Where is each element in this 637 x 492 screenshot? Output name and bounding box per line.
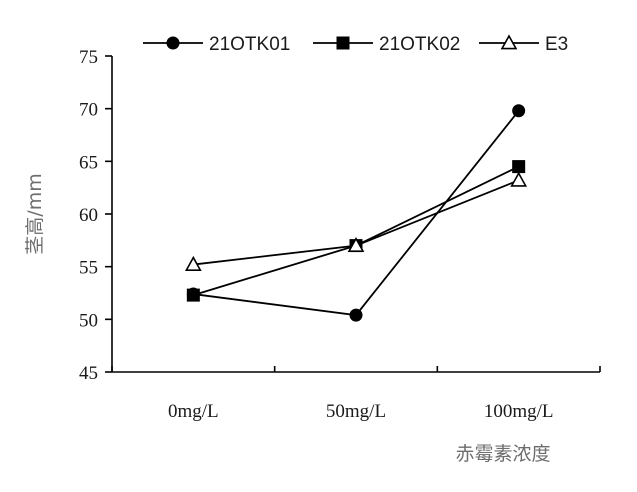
axes: 45 50 55 60 65 70 75 0mg/L 50mg/L 100mg/L [79, 47, 601, 422]
y-tick-label: 50 [79, 310, 98, 331]
legend-label: 21OTK02 [379, 34, 460, 55]
x-tick-label: 0mg/L [168, 401, 219, 422]
y-tick-label: 45 [79, 363, 98, 384]
legend-item-0: 21OTK01 [143, 34, 290, 55]
data-point [512, 160, 526, 174]
legend-item-2: E3 [479, 34, 568, 55]
data-point [347, 236, 365, 252]
y-tick-label: 70 [79, 100, 98, 121]
series-line [193, 165, 520, 296]
legend-item-1: 21OTK02 [313, 34, 460, 55]
legend-label: 21OTK01 [209, 34, 290, 55]
legend-marker [500, 34, 518, 50]
legend-marker [166, 36, 180, 50]
series-layer [184, 104, 528, 322]
y-axis-title: 茎高/mm [24, 173, 46, 254]
data-point [186, 288, 200, 302]
data-point [512, 104, 526, 118]
data-point [510, 171, 528, 187]
series-0 [186, 104, 526, 322]
series-line [193, 110, 520, 317]
data-point [349, 308, 363, 322]
legend: 21OTK01 21OTK02 E3 [143, 34, 568, 55]
y-tick-label: 60 [79, 205, 98, 226]
legend-label: E3 [545, 34, 568, 55]
data-point [184, 255, 202, 271]
y-tick-label: 55 [79, 258, 98, 279]
x-axis-title: 赤霉素浓度 [455, 443, 550, 465]
y-tick-label: 75 [79, 47, 98, 68]
x-tick-label: 100mg/L [484, 401, 554, 422]
series-1 [186, 160, 526, 302]
y-tick-label: 65 [79, 152, 98, 173]
series-2 [184, 171, 528, 271]
legend-marker [336, 36, 350, 50]
x-tick-label: 50mg/L [326, 401, 386, 422]
